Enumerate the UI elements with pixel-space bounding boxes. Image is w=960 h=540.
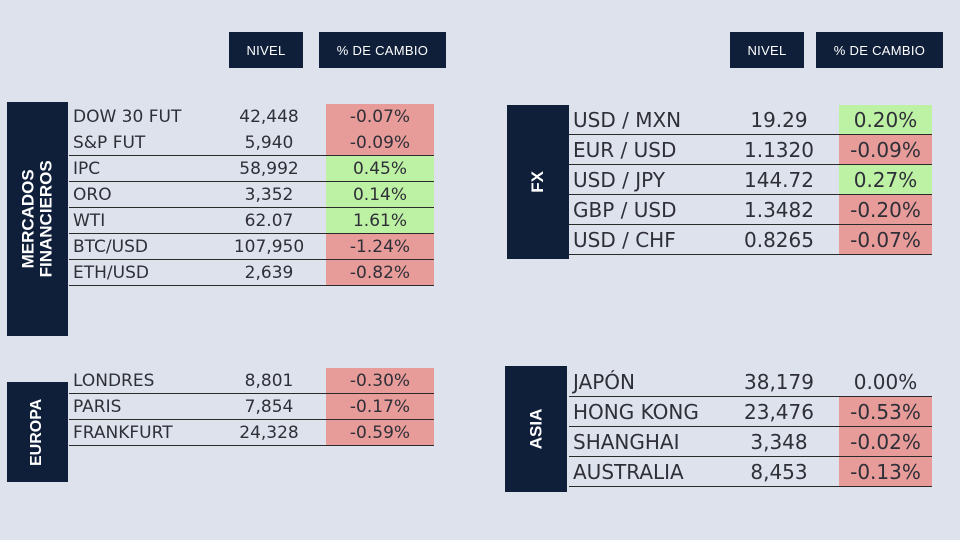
row-name: BTC/USD (73, 236, 148, 257)
row-level: 107,950 (233, 236, 305, 257)
table-row: ETH/USD 2,639 -0.82% (69, 260, 434, 286)
row-change-badge: -0.09% (326, 130, 434, 155)
row-change-badge: -0.59% (326, 420, 434, 445)
table-row: DOW 30 FUT 42,448 -0.07% (69, 104, 434, 130)
section-label-fx: FX (507, 105, 569, 259)
row-level: 3,348 (750, 429, 808, 454)
row-change-badge: 1.61% (326, 208, 434, 233)
row-name: AUSTRALIA (573, 459, 684, 484)
row-name: PARIS (73, 396, 122, 417)
table-asia: JAPÓN 38,179 0.00% HONG KONG 23,476 -0.53% SHA… (569, 367, 932, 487)
row-change-badge: -0.53% (839, 397, 932, 426)
table-row: USD / JPY 144.72 0.27% (569, 165, 932, 195)
table-row: S&P FUT 5,940 -0.09% (69, 130, 434, 156)
table-mercados: DOW 30 FUT 42,448 -0.07% S&P FUT 5,940 -0.09%… (69, 104, 434, 286)
table-fx: USD / MXN 19.29 0.20% EUR / USD 1.1320 -0.09%… (569, 105, 932, 255)
row-level: 5,940 (244, 132, 294, 153)
row-level: 23,476 (744, 399, 814, 424)
table-row: LONDRES 8,801 -0.30% (69, 368, 434, 394)
header-nivel-left: NIVEL (229, 32, 303, 68)
table-row: EUR / USD 1.1320 -0.09% (569, 135, 932, 165)
row-level: 62.07 (244, 210, 294, 231)
row-change-badge: -0.30% (326, 368, 434, 393)
section-label-europa: EUROPA (7, 382, 68, 482)
table-row: FRANKFURT 24,328 -0.59% (69, 420, 434, 446)
row-name: USD / JPY (573, 167, 665, 192)
row-level: 58,992 (239, 158, 299, 179)
row-change-badge: 0.20% (839, 105, 932, 134)
row-level: 24,328 (239, 422, 299, 443)
table-row: PARIS 7,854 -0.17% (69, 394, 434, 420)
table-row: JAPÓN 38,179 0.00% (569, 367, 932, 397)
section-label-mercados: MERCADOS FINANCIEROS (7, 102, 68, 336)
row-change-badge: -0.09% (839, 135, 932, 164)
table-europa: LONDRES 8,801 -0.30% PARIS 7,854 -0.17% FRANKF… (69, 368, 434, 446)
row-change-badge: -0.07% (839, 225, 932, 254)
row-change-badge: -0.82% (326, 260, 434, 285)
row-name: S&P FUT (73, 132, 146, 153)
row-name: FRANKFURT (73, 422, 173, 443)
table-row: HONG KONG 23,476 -0.53% (569, 397, 932, 427)
table-row: IPC 58,992 0.45% (69, 156, 434, 182)
row-level: 7,854 (244, 396, 294, 417)
header-nivel-right: NIVEL (730, 32, 804, 68)
row-name: USD / MXN (573, 107, 682, 132)
row-change-badge: -1.24% (326, 234, 434, 259)
table-row: WTI 62.07 1.61% (69, 208, 434, 234)
row-name: LONDRES (73, 370, 155, 391)
row-name: ORO (73, 184, 112, 205)
row-level: 0.8265 (744, 227, 814, 252)
row-change-badge: 0.27% (839, 165, 932, 194)
row-change-badge: -0.07% (326, 104, 434, 130)
row-name: ETH/USD (73, 262, 149, 283)
row-name: DOW 30 FUT (73, 107, 182, 127)
table-row: SHANGHAI 3,348 -0.02% (569, 427, 932, 457)
row-level: 19.29 (750, 107, 808, 132)
row-level: 42,448 (239, 107, 299, 127)
header-cambio-right: % DE CAMBIO (816, 32, 943, 68)
table-row: USD / CHF 0.8265 -0.07% (569, 225, 932, 255)
row-name: JAPÓN (573, 369, 635, 394)
section-label-asia: ASIA (505, 366, 567, 492)
row-change-badge: 0.00% (853, 369, 918, 394)
table-row: ORO 3,352 0.14% (69, 182, 434, 208)
row-level: 8,453 (750, 459, 808, 484)
row-name: SHANGHAI (573, 429, 680, 454)
row-level: 144.72 (744, 167, 814, 192)
row-change-badge: -0.02% (839, 427, 932, 456)
table-row: GBP / USD 1.3482 -0.20% (569, 195, 932, 225)
table-row: USD / MXN 19.29 0.20% (569, 105, 932, 135)
table-row: AUSTRALIA 8,453 -0.13% (569, 457, 932, 487)
row-level: 8,801 (244, 370, 294, 391)
row-change-badge: -0.20% (839, 195, 932, 224)
header-cambio-left: % DE CAMBIO (319, 32, 446, 68)
row-name: EUR / USD (573, 137, 677, 162)
row-name: WTI (73, 210, 106, 231)
row-name: HONG KONG (573, 399, 699, 424)
row-change-badge: 0.14% (326, 182, 434, 207)
row-name: GBP / USD (573, 197, 677, 222)
row-change-badge: -0.13% (839, 457, 932, 486)
table-row: BTC/USD 107,950 -1.24% (69, 234, 434, 260)
row-change-badge: -0.17% (326, 394, 434, 419)
row-level: 1.1320 (744, 137, 814, 162)
row-change-badge: 0.45% (326, 156, 434, 181)
row-level: 1.3482 (744, 197, 814, 222)
row-name: IPC (73, 158, 101, 179)
row-name: USD / CHF (573, 227, 676, 252)
row-level: 38,179 (744, 369, 814, 394)
row-level: 2,639 (244, 262, 294, 283)
row-level: 3,352 (244, 184, 294, 205)
